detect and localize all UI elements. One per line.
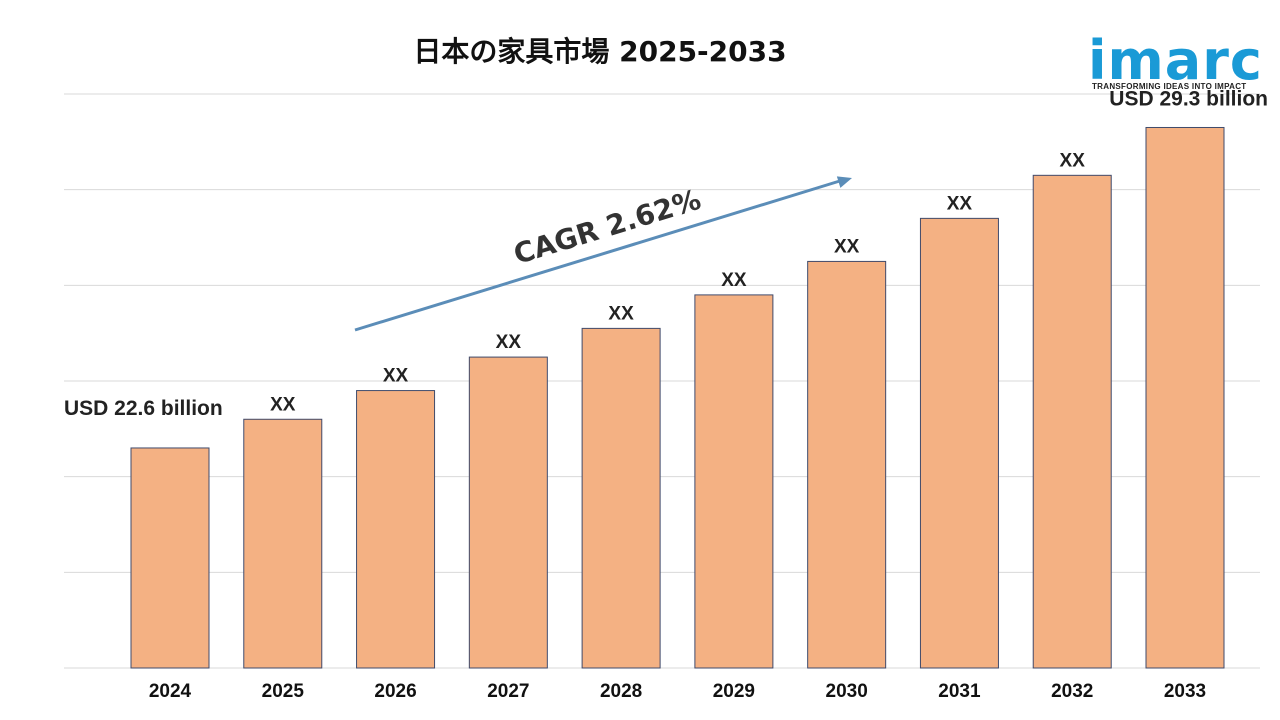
x-axis-tick-labels: 2024 2025 2026 2027 2028 2029 2030 2031 2032 2033 [149, 681, 1206, 702]
x-tick-label: 2030 [826, 681, 868, 702]
x-tick-label: 2033 [1164, 681, 1206, 702]
data-label: XX [608, 303, 634, 324]
bar-2026 [356, 390, 436, 669]
bar-2027 [468, 356, 548, 669]
data-label: USD 22.6 billion [64, 397, 223, 420]
cagr-arrow [354, 178, 844, 332]
bar-2033 [1145, 126, 1225, 669]
chart-title: 日本の家具市場 2025-2033 [413, 35, 787, 68]
x-tick-label: 2025 [262, 681, 305, 702]
x-tick-label: 2028 [600, 681, 642, 702]
cagr-annotation: CAGR 2.62% [354, 176, 852, 332]
data-label: USD 29.3 billion [1109, 87, 1268, 110]
data-label: XX [496, 332, 522, 353]
bar-2031 [919, 217, 999, 669]
data-label: XX [383, 366, 409, 387]
x-tick-label: 2026 [374, 681, 416, 702]
bar-2028 [581, 327, 661, 669]
bar-2029 [694, 294, 774, 669]
bars [130, 126, 1225, 669]
bar-2025 [243, 418, 323, 669]
cagr-arrow-head [836, 176, 852, 188]
data-label: XX [834, 236, 860, 257]
data-label: XX [270, 394, 296, 415]
x-tick-label: 2031 [938, 681, 981, 702]
bar-2024 [130, 447, 210, 669]
bar-2032 [1032, 174, 1112, 669]
bar-2030 [807, 260, 887, 669]
data-labels: USD 22.6 billion XX XX XX XX XX XX XX XX USD 29.3… [64, 87, 1268, 419]
cagr-label: CAGR 2.62% [510, 183, 705, 271]
x-tick-label: 2027 [487, 681, 529, 702]
data-label: XX [1060, 150, 1086, 171]
x-tick-label: 2029 [713, 681, 755, 702]
imarc-logo: imarc TRANSFORMING IDEAS INTO IMPACT [1088, 16, 1268, 96]
logo-wordmark: imarc [1088, 29, 1263, 92]
data-label: XX [947, 193, 973, 214]
data-label: XX [721, 270, 747, 291]
x-tick-label: 2024 [149, 681, 192, 702]
x-tick-label: 2032 [1051, 681, 1093, 702]
logo-tagline: TRANSFORMING IDEAS INTO IMPACT [1092, 82, 1247, 91]
